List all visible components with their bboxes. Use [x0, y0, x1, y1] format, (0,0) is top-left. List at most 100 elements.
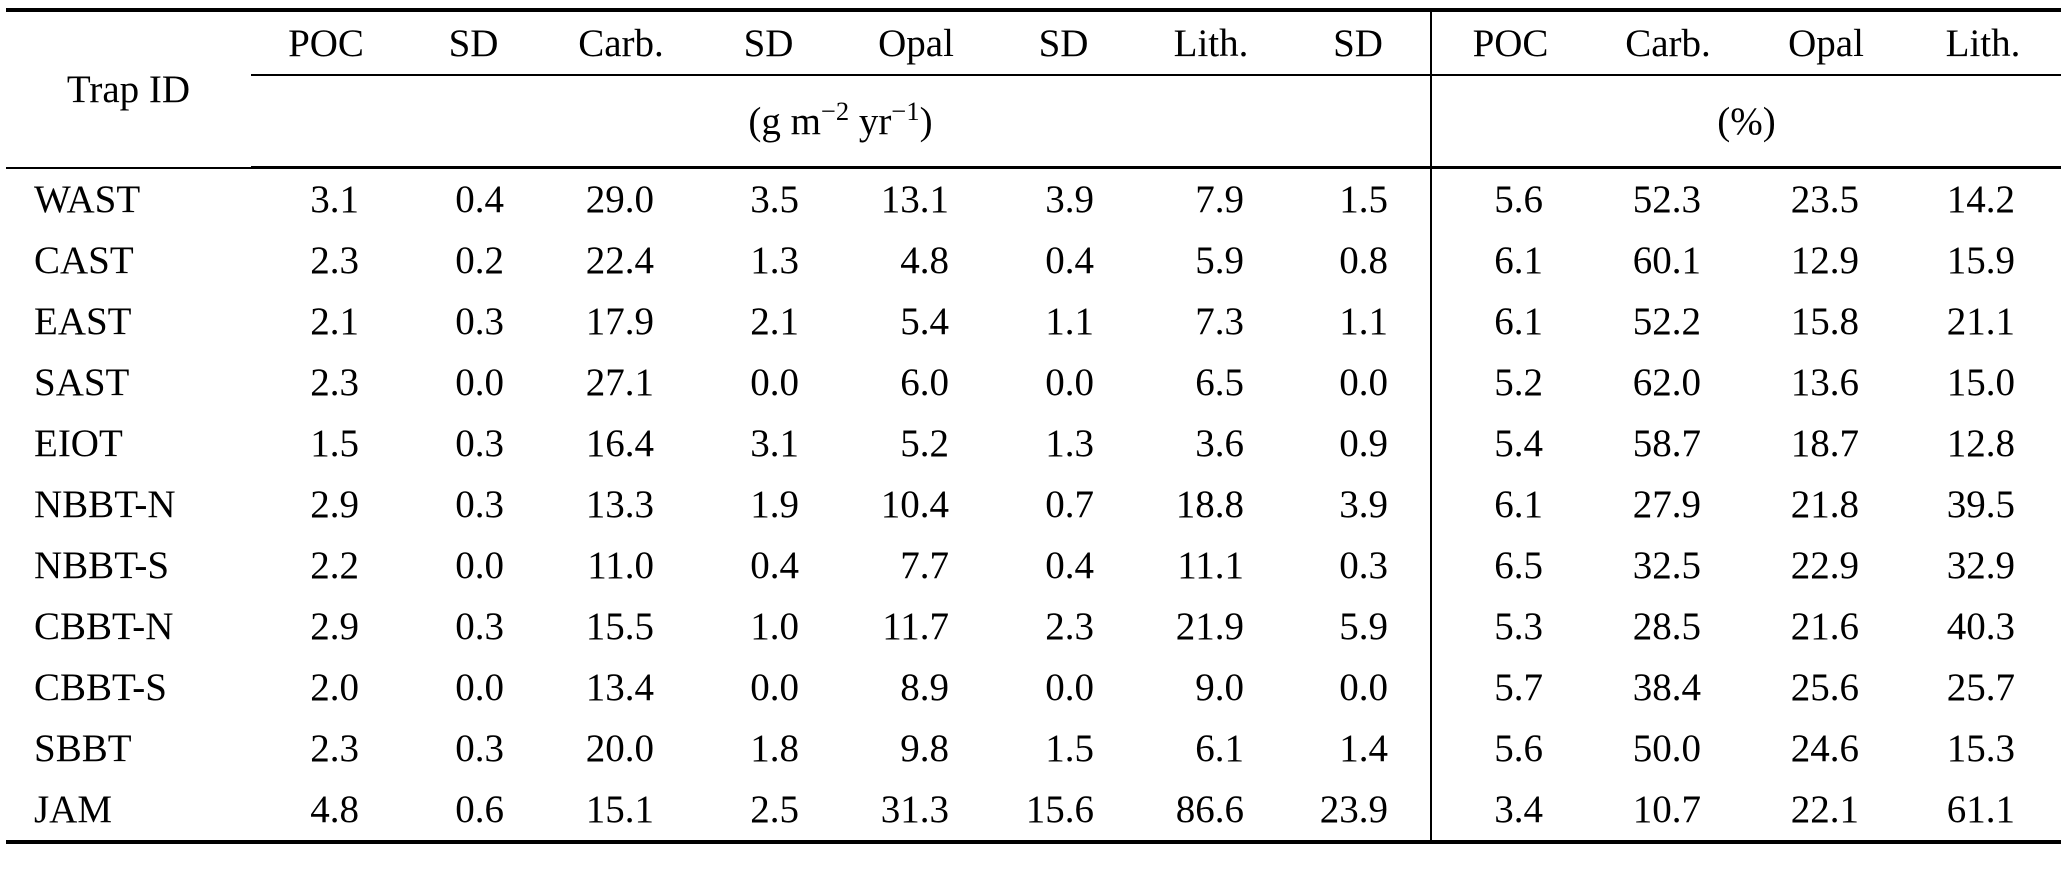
flux-value-cell: 15.5 [585, 605, 654, 648]
flux-value-cell: 13.1 [880, 178, 949, 221]
flux-value-cell: 8.9 [900, 666, 949, 709]
pct-value-cell: 21.1 [1946, 300, 2015, 343]
units-flux-sup-1: −1 [891, 95, 920, 126]
units-flux: (g m−2 yr−1) [251, 75, 1431, 169]
flux-value-cell: 15.1 [585, 788, 654, 831]
units-flux-text-3: ) [919, 99, 933, 143]
col-header-flux-poc: POC [251, 10, 401, 76]
table-row: SBBT 2.3 0.3 20.0 1.8 9.8 1.5 6.1 1.4 5.6 50.0 24.6… [6, 718, 2061, 779]
pct-value-cell: 6.1 [1430, 474, 1589, 535]
pct-value-cell: 32.5 [1632, 544, 1701, 587]
pct-value-cell: 6.5 [1430, 535, 1589, 596]
flux-value-cell: 0.0 [750, 666, 799, 709]
flux-value-cell: 9.8 [900, 727, 949, 770]
flux-value-cell: 2.3 [310, 727, 359, 770]
flux-value-cell: 0.7 [1045, 483, 1094, 526]
col-header-flux-sd3: SD [991, 10, 1136, 76]
col-header-flux-sd1: SD [401, 10, 546, 76]
pct-value-cell: 5.6 [1430, 167, 1589, 230]
pct-value-cell: 12.9 [1790, 239, 1859, 282]
pct-value-cell: 62.0 [1632, 361, 1701, 404]
flux-value-cell: 15.6 [1025, 788, 1094, 831]
trap-id-cell: SBBT [34, 727, 132, 770]
trap-id-cell: JAM [34, 788, 113, 831]
pct-value-cell: 52.3 [1632, 178, 1701, 221]
flux-value-cell: 18.8 [1175, 483, 1244, 526]
table-row: NBBT-S 2.2 0.0 11.0 0.4 7.7 0.4 11.1 0.3 6.5 32.5 2… [6, 535, 2061, 596]
flux-value-cell: 7.9 [1195, 178, 1244, 221]
flux-value-cell: 23.9 [1319, 788, 1388, 831]
table-row: CAST 2.3 0.2 22.4 1.3 4.8 0.4 5.9 0.8 6.1 60.1 12.9… [6, 230, 2061, 291]
flux-value-cell: 3.9 [1045, 178, 1094, 221]
trap-id-cell: EAST [34, 300, 132, 343]
flux-value-cell: 0.0 [1339, 361, 1388, 404]
flux-value-cell: 0.4 [750, 544, 799, 587]
sediment-trap-flux-table: Trap ID POC SD Carb. SD Opal SD Lith. SD… [6, 8, 2061, 844]
pct-value-cell: 5.6 [1430, 718, 1589, 779]
flux-value-cell: 4.8 [900, 239, 949, 282]
trap-id-cell: SAST [34, 361, 130, 404]
flux-value-cell: 11.0 [587, 544, 654, 587]
flux-value-cell: 3.9 [1339, 483, 1388, 526]
trap-id-cell: CBBT-N [34, 605, 174, 648]
flux-value-cell: 2.2 [310, 544, 359, 587]
table-row: CBBT-N 2.9 0.3 15.5 1.0 11.7 2.3 21.9 5.9 5.3 28.5… [6, 596, 2061, 657]
pct-value-cell: 5.2 [1430, 352, 1589, 413]
flux-value-cell: 1.8 [750, 727, 799, 770]
flux-value-cell: 0.8 [1339, 239, 1388, 282]
pct-value-cell: 12.8 [1946, 422, 2015, 465]
pct-value-cell: 15.8 [1790, 300, 1859, 343]
pct-value-cell: 40.3 [1946, 605, 2015, 648]
flux-value-cell: 0.0 [455, 361, 504, 404]
flux-value-cell: 29.0 [585, 178, 654, 221]
pct-value-cell: 50.0 [1632, 727, 1701, 770]
col-header-pct-opal: Opal [1747, 10, 1905, 76]
flux-value-cell: 2.9 [310, 605, 359, 648]
pct-value-cell: 22.1 [1790, 788, 1859, 831]
col-header-flux-lith: Lith. [1136, 10, 1286, 76]
units-pct: (%) [1430, 75, 2061, 169]
flux-value-cell: 0.3 [455, 727, 504, 770]
flux-value-cell: 3.1 [310, 178, 359, 221]
pct-value-cell: 13.6 [1790, 361, 1859, 404]
flux-value-cell: 1.3 [750, 239, 799, 282]
pct-value-cell: 38.4 [1632, 666, 1701, 709]
pct-value-cell: 5.7 [1430, 657, 1589, 718]
pct-value-cell: 25.7 [1946, 666, 2015, 709]
flux-value-cell: 0.3 [1339, 544, 1388, 587]
col-header-flux-sd2: SD [696, 10, 841, 76]
trap-id-cell: CBBT-S [34, 666, 167, 709]
col-header-flux-carb: Carb. [546, 10, 696, 76]
flux-value-cell: 2.0 [310, 666, 359, 709]
table-row: SAST 2.3 0.0 27.1 0.0 6.0 0.0 6.5 0.0 5.2 62.0 13.6… [6, 352, 2061, 413]
flux-value-cell: 1.0 [750, 605, 799, 648]
flux-value-cell: 11.7 [882, 605, 949, 648]
flux-value-cell: 6.0 [900, 361, 949, 404]
pct-value-cell: 58.7 [1632, 422, 1701, 465]
flux-value-cell: 1.9 [750, 483, 799, 526]
table-row: NBBT-N 2.9 0.3 13.3 1.9 10.4 0.7 18.8 3.9 6.1 27.9… [6, 474, 2061, 535]
pct-value-cell: 10.7 [1632, 788, 1701, 831]
units-row: (g m−2 yr−1) (%) [6, 75, 2061, 169]
trap-id-cell: EIOT [34, 422, 123, 465]
flux-value-cell: 0.6 [455, 788, 504, 831]
flux-value-cell: 1.5 [310, 422, 359, 465]
flux-value-cell: 1.4 [1339, 727, 1388, 770]
pct-value-cell: 28.5 [1632, 605, 1701, 648]
flux-value-cell: 13.4 [585, 666, 654, 709]
pct-value-cell: 24.6 [1790, 727, 1859, 770]
flux-value-cell: 3.6 [1195, 422, 1244, 465]
flux-value-cell: 13.3 [585, 483, 654, 526]
pct-value-cell: 6.1 [1430, 291, 1589, 352]
flux-value-cell: 2.1 [750, 300, 799, 343]
flux-value-cell: 6.5 [1195, 361, 1244, 404]
pct-value-cell: 21.8 [1790, 483, 1859, 526]
pct-value-cell: 6.1 [1430, 230, 1589, 291]
pct-value-cell: 25.6 [1790, 666, 1859, 709]
flux-value-cell: 5.2 [900, 422, 949, 465]
flux-value-cell: 0.2 [455, 239, 504, 282]
flux-value-cell: 0.0 [1339, 666, 1388, 709]
col-header-pct-lith: Lith. [1905, 10, 2061, 76]
table-row: EAST 2.1 0.3 17.9 2.1 5.4 1.1 7.3 1.1 6.1 52.2 15.8… [6, 291, 2061, 352]
pct-value-cell: 22.9 [1790, 544, 1859, 587]
